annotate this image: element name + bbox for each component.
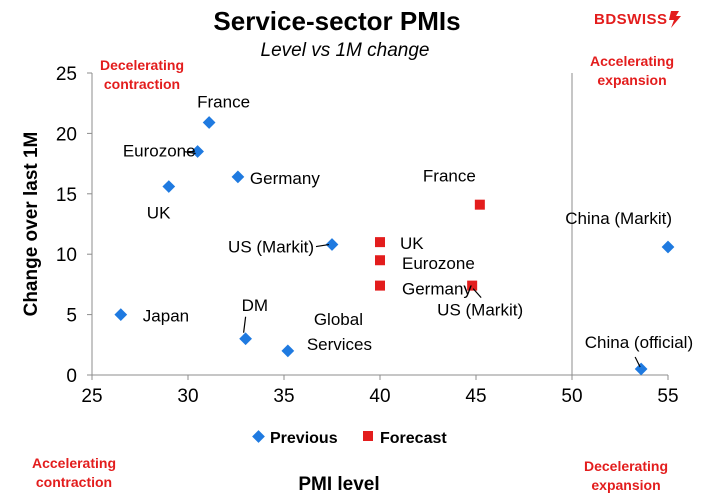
point-forecast-us-markit bbox=[467, 280, 478, 291]
point-previous-uk bbox=[162, 180, 176, 193]
label-forecast-france: France bbox=[423, 167, 476, 186]
quadrant-top-left-line2: contraction bbox=[104, 76, 180, 92]
y-tick-label: 20 bbox=[56, 124, 77, 145]
y-tick-label: 10 bbox=[56, 245, 77, 266]
label-previous-china-markit: China (Markit) bbox=[565, 209, 672, 228]
leader-previous-eurozone bbox=[183, 150, 196, 155]
data-labels: France Eurozone Germany UK US (Markit) Japan D… bbox=[123, 93, 693, 354]
label-previous-global-services-line1: Global bbox=[314, 310, 363, 329]
x-tick-label: 40 bbox=[369, 386, 390, 407]
y-tick-label: 25 bbox=[56, 64, 77, 85]
leader-lines bbox=[183, 150, 641, 368]
quadrant-bottom-right-line2: expansion bbox=[591, 477, 660, 493]
chart-subtitle: Level vs 1M change bbox=[261, 40, 430, 61]
legend: Previous Forecast bbox=[252, 430, 447, 447]
legend-previous-label: Previous bbox=[270, 430, 338, 447]
point-previous-china-markit bbox=[661, 240, 675, 254]
legend-forecast-marker bbox=[363, 431, 373, 441]
x-tick-label: 50 bbox=[561, 386, 582, 407]
leader-previous-us-markit bbox=[315, 243, 330, 248]
point-previous-france bbox=[202, 116, 216, 129]
y-axis-title: Change over last 1M bbox=[21, 132, 42, 317]
label-previous-japan: Japan bbox=[143, 307, 189, 326]
legend-forecast-label: Forecast bbox=[380, 430, 447, 447]
quadrant-bottom-right-line1: Decelerating bbox=[584, 458, 668, 474]
leader-forecast-us-markit bbox=[472, 288, 482, 299]
logo-text: BDSWISS bbox=[594, 11, 668, 28]
leader-previous-dm bbox=[243, 316, 247, 333]
chart-title: Service-sector PMIs bbox=[213, 6, 460, 36]
quadrant-top-left: Decelerating contraction bbox=[100, 57, 184, 92]
x-tick-label: 45 bbox=[465, 386, 486, 407]
point-forecast-eurozone bbox=[375, 255, 385, 266]
label-previous-france: France bbox=[197, 93, 250, 112]
x-tick-marks: 25 30 35 40 45 50 55 bbox=[81, 375, 679, 407]
quadrant-top-right-line2: expansion bbox=[597, 72, 666, 88]
label-previous-us-markit: US (Markit) bbox=[228, 238, 314, 257]
point-previous-dm bbox=[239, 332, 252, 346]
quadrant-bottom-right: Decelerating expansion bbox=[584, 458, 668, 493]
logo-mark-icon bbox=[669, 11, 681, 28]
y-tick-label: 15 bbox=[56, 185, 77, 206]
quadrant-top-left-line1: Decelerating bbox=[100, 57, 184, 73]
x-tick-label: 30 bbox=[177, 386, 198, 407]
point-forecast-france bbox=[474, 199, 485, 210]
point-forecast-germany bbox=[375, 280, 385, 291]
label-previous-germany: Germany bbox=[250, 169, 320, 188]
quadrant-bottom-left: Accelerating contraction bbox=[32, 455, 116, 490]
label-previous-global-services-line2: Services bbox=[307, 335, 372, 354]
y-tick-label: 5 bbox=[66, 306, 77, 327]
quadrant-top-right: Accelerating expansion bbox=[590, 53, 674, 88]
point-forecast-uk bbox=[375, 237, 385, 248]
y-tick-marks: 0 5 10 15 20 25 bbox=[56, 64, 92, 387]
point-previous-china-official bbox=[634, 362, 648, 376]
point-previous-eurozone bbox=[191, 145, 204, 158]
brand-logo: BDSWISS bbox=[594, 11, 681, 28]
point-previous-us-markit bbox=[325, 238, 339, 251]
quadrant-top-right-line1: Accelerating bbox=[590, 53, 674, 69]
x-tick-label: 25 bbox=[81, 386, 102, 407]
legend-previous-marker bbox=[252, 430, 265, 443]
label-previous-dm: DM bbox=[242, 296, 268, 315]
x-tick-label: 35 bbox=[273, 386, 294, 407]
label-forecast-uk: UK bbox=[400, 234, 424, 253]
point-previous-japan bbox=[114, 308, 128, 321]
quadrant-bottom-left-line2: contraction bbox=[36, 474, 112, 490]
y-tick-label: 0 bbox=[66, 366, 77, 387]
x-tick-label: 55 bbox=[657, 386, 678, 407]
label-forecast-germany: Germany bbox=[402, 280, 472, 299]
point-previous-germany bbox=[231, 170, 245, 184]
quadrant-bottom-left-line1: Accelerating bbox=[32, 455, 116, 471]
label-forecast-eurozone: Eurozone bbox=[402, 254, 475, 273]
label-previous-china-official: China (official) bbox=[585, 333, 693, 352]
leader-previous-china-official bbox=[634, 356, 641, 368]
label-previous-eurozone: Eurozone bbox=[123, 142, 196, 161]
x-axis-title: PMI level bbox=[298, 474, 379, 495]
label-previous-uk: UK bbox=[147, 204, 171, 223]
label-forecast-us-markit: US (Markit) bbox=[437, 301, 523, 320]
point-previous-global-services bbox=[281, 344, 295, 358]
